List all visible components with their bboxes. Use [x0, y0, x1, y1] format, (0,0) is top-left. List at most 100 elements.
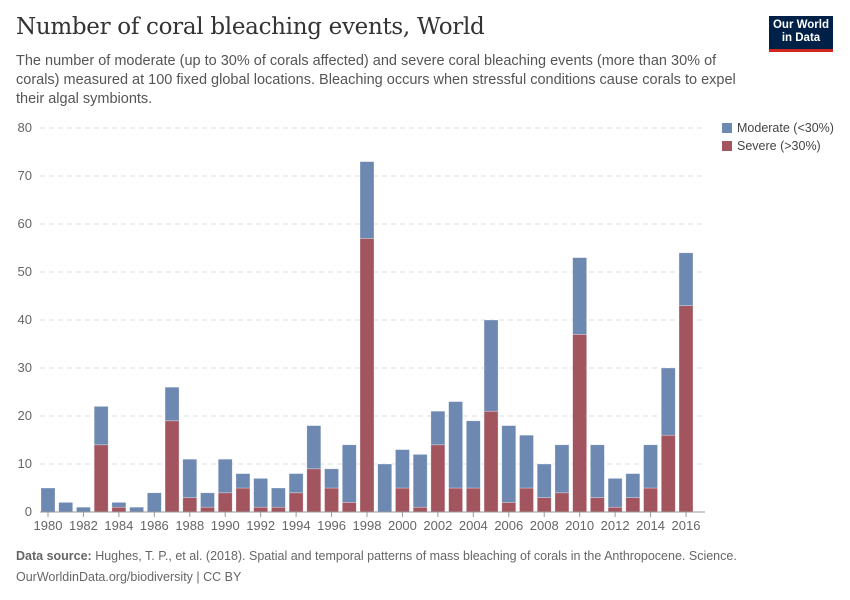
- x-tick-label: 1984: [104, 518, 133, 533]
- bar-severe: [643, 487, 658, 513]
- source-text: Hughes, T. P., et al. (2018). Spatial an…: [91, 549, 737, 563]
- bar-moderate: [395, 449, 410, 489]
- bar-severe: [288, 492, 304, 513]
- x-tick-label: 2004: [459, 518, 488, 533]
- y-tick-label: 80: [18, 120, 32, 135]
- bar-moderate: [147, 492, 162, 513]
- bar-severe: [501, 502, 517, 513]
- bar-moderate: [625, 473, 641, 498]
- bar-moderate: [359, 161, 375, 239]
- bar-severe: [253, 506, 268, 513]
- x-tick-label: 2016: [672, 518, 701, 533]
- y-tick-label: 20: [18, 408, 32, 423]
- bar-moderate: [182, 458, 198, 498]
- bar-moderate: [58, 502, 74, 513]
- bar-severe: [111, 506, 127, 513]
- bar-severe: [430, 444, 446, 513]
- bar-moderate: [678, 252, 694, 306]
- x-tick-label: 1994: [282, 518, 311, 533]
- bar-moderate: [554, 444, 570, 494]
- bar-moderate: [76, 506, 91, 513]
- bar-moderate: [217, 458, 233, 494]
- bar-moderate: [288, 473, 304, 494]
- bar-severe: [341, 502, 357, 513]
- bar-moderate: [536, 463, 552, 498]
- bar-moderate: [412, 454, 428, 508]
- bar-severe: [182, 497, 198, 513]
- x-tick-label: 2000: [388, 518, 417, 533]
- legend-label: Severe (>30%): [737, 139, 821, 153]
- bar-severe: [306, 468, 322, 513]
- bar-moderate: [590, 444, 605, 498]
- bar-moderate: [448, 401, 463, 489]
- bar-severe: [572, 334, 587, 513]
- x-tick-label: 1998: [353, 518, 382, 533]
- bar-severe: [466, 487, 481, 513]
- bar-severe: [395, 487, 410, 513]
- bar-moderate: [501, 425, 517, 503]
- bar-severe: [235, 487, 251, 513]
- bar-moderate: [341, 444, 357, 503]
- owid-logo[interactable]: Our World in Data: [769, 16, 833, 52]
- bar-moderate: [483, 319, 499, 412]
- bar-severe: [200, 506, 215, 513]
- bar-severe: [660, 434, 676, 513]
- bar-moderate: [660, 367, 676, 436]
- bar-severe: [554, 492, 570, 513]
- bar-moderate: [607, 478, 623, 508]
- bar-severe: [93, 444, 109, 513]
- bar-moderate: [643, 444, 658, 489]
- x-tick-label: 2008: [530, 518, 559, 533]
- bar-moderate: [572, 257, 587, 335]
- bar-severe: [590, 497, 605, 513]
- x-tick-label: 1986: [140, 518, 169, 533]
- y-tick-label: 30: [18, 360, 32, 375]
- bar-severe: [678, 305, 694, 513]
- bar-moderate: [430, 410, 446, 446]
- legend-item-moderate[interactable]: Moderate (<30%): [722, 121, 834, 135]
- y-tick-label: 40: [18, 312, 32, 327]
- bar-severe: [217, 492, 233, 513]
- chart-subtitle: The number of moderate (up to 30% of cor…: [16, 53, 736, 107]
- bar-moderate: [324, 468, 339, 489]
- bar-moderate: [93, 406, 109, 446]
- source-label: Data source:: [16, 549, 92, 563]
- bar-severe: [607, 506, 623, 513]
- bar-moderate: [253, 478, 268, 508]
- bar-severe: [324, 487, 339, 513]
- bar-moderate: [466, 420, 481, 489]
- chart-title: Number of coral bleaching events, World: [16, 14, 485, 40]
- legend-swatch: [722, 123, 732, 133]
- bar-severe: [519, 487, 534, 513]
- bar-severe: [412, 506, 428, 513]
- bar-severe: [536, 497, 552, 513]
- x-tick-label: 1992: [246, 518, 275, 533]
- bar-moderate: [235, 473, 251, 489]
- legend-label: Moderate (<30%): [737, 121, 834, 135]
- bar-moderate: [111, 502, 127, 508]
- bar-severe: [359, 238, 375, 513]
- footer-url[interactable]: OurWorldinData.org/biodiversity | CC BY: [16, 570, 242, 584]
- bar-moderate: [40, 487, 56, 513]
- bar-moderate: [164, 386, 180, 422]
- bar-moderate: [129, 506, 144, 513]
- x-tick-label: 1988: [175, 518, 204, 533]
- y-tick-label: 10: [18, 456, 32, 471]
- data-source: Data source: Hughes, T. P., et al. (2018…: [16, 549, 737, 563]
- bar-severe: [448, 487, 463, 513]
- bar-severe: [625, 497, 641, 513]
- legend-item-severe[interactable]: Severe (>30%): [722, 139, 821, 153]
- x-tick-label: 1980: [34, 518, 63, 533]
- x-tick-label: 2012: [601, 518, 630, 533]
- y-tick-label: 70: [18, 168, 32, 183]
- x-tick-label: 2014: [636, 518, 665, 533]
- bar-severe: [483, 410, 499, 513]
- x-tick-label: 1996: [317, 518, 346, 533]
- y-tick-label: 60: [18, 216, 32, 231]
- x-tick-label: 1982: [69, 518, 98, 533]
- bar-moderate: [271, 487, 286, 508]
- bar-moderate: [306, 425, 322, 470]
- x-tick-label: 2002: [423, 518, 452, 533]
- x-tick-label: 1990: [211, 518, 240, 533]
